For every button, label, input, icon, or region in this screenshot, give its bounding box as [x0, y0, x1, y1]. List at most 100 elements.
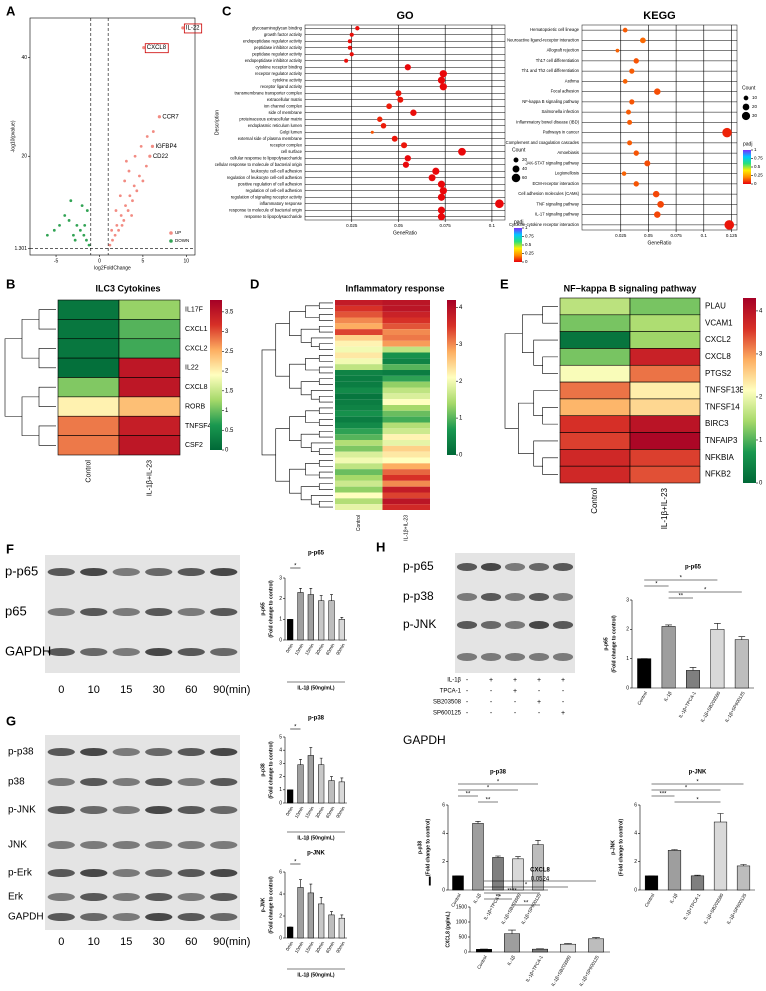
heat-cell — [382, 387, 430, 394]
chart-title: p-p38 — [490, 770, 507, 776]
dendrogram — [261, 349, 276, 456]
x-tick-label: 15min — [304, 805, 315, 819]
dot — [397, 96, 404, 103]
error-bar — [717, 813, 724, 822]
point — [114, 209, 118, 212]
x-tick-label: IL-1β+SP600125 — [726, 892, 748, 925]
dot — [437, 76, 446, 84]
lane-label: 60 — [185, 936, 197, 948]
term-label: Salmonella infection — [542, 109, 580, 114]
heat-cell — [335, 480, 383, 487]
term-label: endopeptidase regulator activity — [243, 38, 303, 43]
significance-label: * — [685, 786, 688, 792]
heat-cell — [57, 415, 120, 436]
y-axis-label: -log10(pvalue) — [10, 120, 16, 152]
dot — [439, 70, 447, 78]
point — [119, 214, 123, 217]
point — [108, 243, 112, 247]
row-label: CXCL1 — [185, 326, 208, 333]
heat-cell — [559, 381, 631, 400]
treatment-sign: - — [514, 710, 517, 717]
point — [45, 233, 49, 237]
colorbar-label: 0.5 — [754, 164, 761, 169]
panel-label: B — [6, 276, 15, 291]
colorbar-label: 0 — [459, 453, 463, 459]
band — [47, 869, 75, 877]
term-label: Allograft rejection — [547, 48, 580, 53]
treatment-sign: + — [561, 710, 565, 717]
band — [80, 806, 108, 814]
dot — [654, 88, 661, 95]
band — [47, 778, 75, 786]
colorbar-label: 1 — [225, 408, 229, 414]
colorbar — [210, 300, 222, 450]
lane-label: 10 — [88, 936, 100, 948]
dot — [347, 45, 352, 50]
error-bar — [340, 777, 344, 782]
heat-cell — [335, 422, 383, 429]
heat-cell — [382, 480, 430, 487]
column-label: Control — [356, 515, 362, 531]
colorbar-label: 4 — [459, 305, 463, 311]
point — [117, 228, 120, 232]
colorbar — [514, 228, 522, 262]
y-tick-label: 2 — [279, 913, 282, 919]
x-tick-label: 10 — [184, 258, 190, 264]
error-bar — [592, 937, 600, 939]
band — [504, 593, 526, 601]
heat-cell — [335, 393, 383, 400]
y-tick-label: 2 — [442, 859, 445, 865]
treatment-sign: - — [466, 710, 469, 717]
row-label: CXCL2 — [185, 345, 208, 352]
significance-label: ** — [524, 901, 529, 907]
bar — [318, 764, 325, 804]
term-label: cell surface — [281, 149, 303, 154]
bar — [307, 755, 314, 804]
x-tick-label: 15min — [304, 940, 315, 954]
term-label: cellular response to molecule of bacteri… — [215, 162, 303, 167]
x-tick-label: IL-1β+SP600125 — [520, 892, 542, 925]
y-tick-label: 1000 — [456, 919, 467, 925]
lane-label: 30 — [153, 936, 165, 948]
heat-cell — [382, 416, 430, 423]
heat-cell — [57, 377, 120, 398]
bar — [328, 914, 335, 939]
dot — [652, 190, 660, 198]
dot — [349, 52, 354, 57]
y-tick-label: 3 — [279, 761, 282, 767]
heat-cell — [382, 370, 430, 376]
band — [528, 593, 550, 601]
band — [80, 648, 108, 656]
heat-cell — [118, 377, 181, 398]
bar — [713, 821, 728, 891]
dendrogram — [38, 425, 56, 446]
band — [210, 778, 238, 786]
term-label: peptidase inhibitor activity — [254, 45, 303, 50]
dendrogram — [300, 328, 320, 343]
band — [504, 621, 526, 629]
x-tick-label: 30min — [315, 940, 326, 954]
y-axis-label: p-p65 — [603, 637, 609, 651]
x-tick-label: 0.025 — [346, 223, 358, 228]
point — [124, 159, 128, 163]
heat-cell — [382, 475, 430, 481]
heat-cell — [382, 329, 430, 335]
band — [112, 648, 140, 656]
legend-title: Count — [512, 147, 526, 153]
heat-cell — [559, 398, 631, 417]
row-label: TNFSF14 — [705, 402, 740, 411]
row-label: NFKBIA — [705, 453, 735, 462]
y-tick-label: 6 — [634, 802, 637, 808]
heat-cell — [382, 364, 430, 370]
heat-cell — [335, 317, 383, 324]
point — [142, 46, 146, 50]
band — [80, 913, 108, 921]
significance-label: ** — [496, 895, 501, 901]
heat-cell — [382, 300, 430, 306]
panel-label: G — [6, 713, 16, 728]
bar — [297, 764, 304, 804]
heat-cell — [118, 415, 181, 436]
heat-cell — [335, 434, 383, 440]
y-tick-label: 0 — [442, 887, 445, 893]
heat-cell — [559, 314, 631, 332]
